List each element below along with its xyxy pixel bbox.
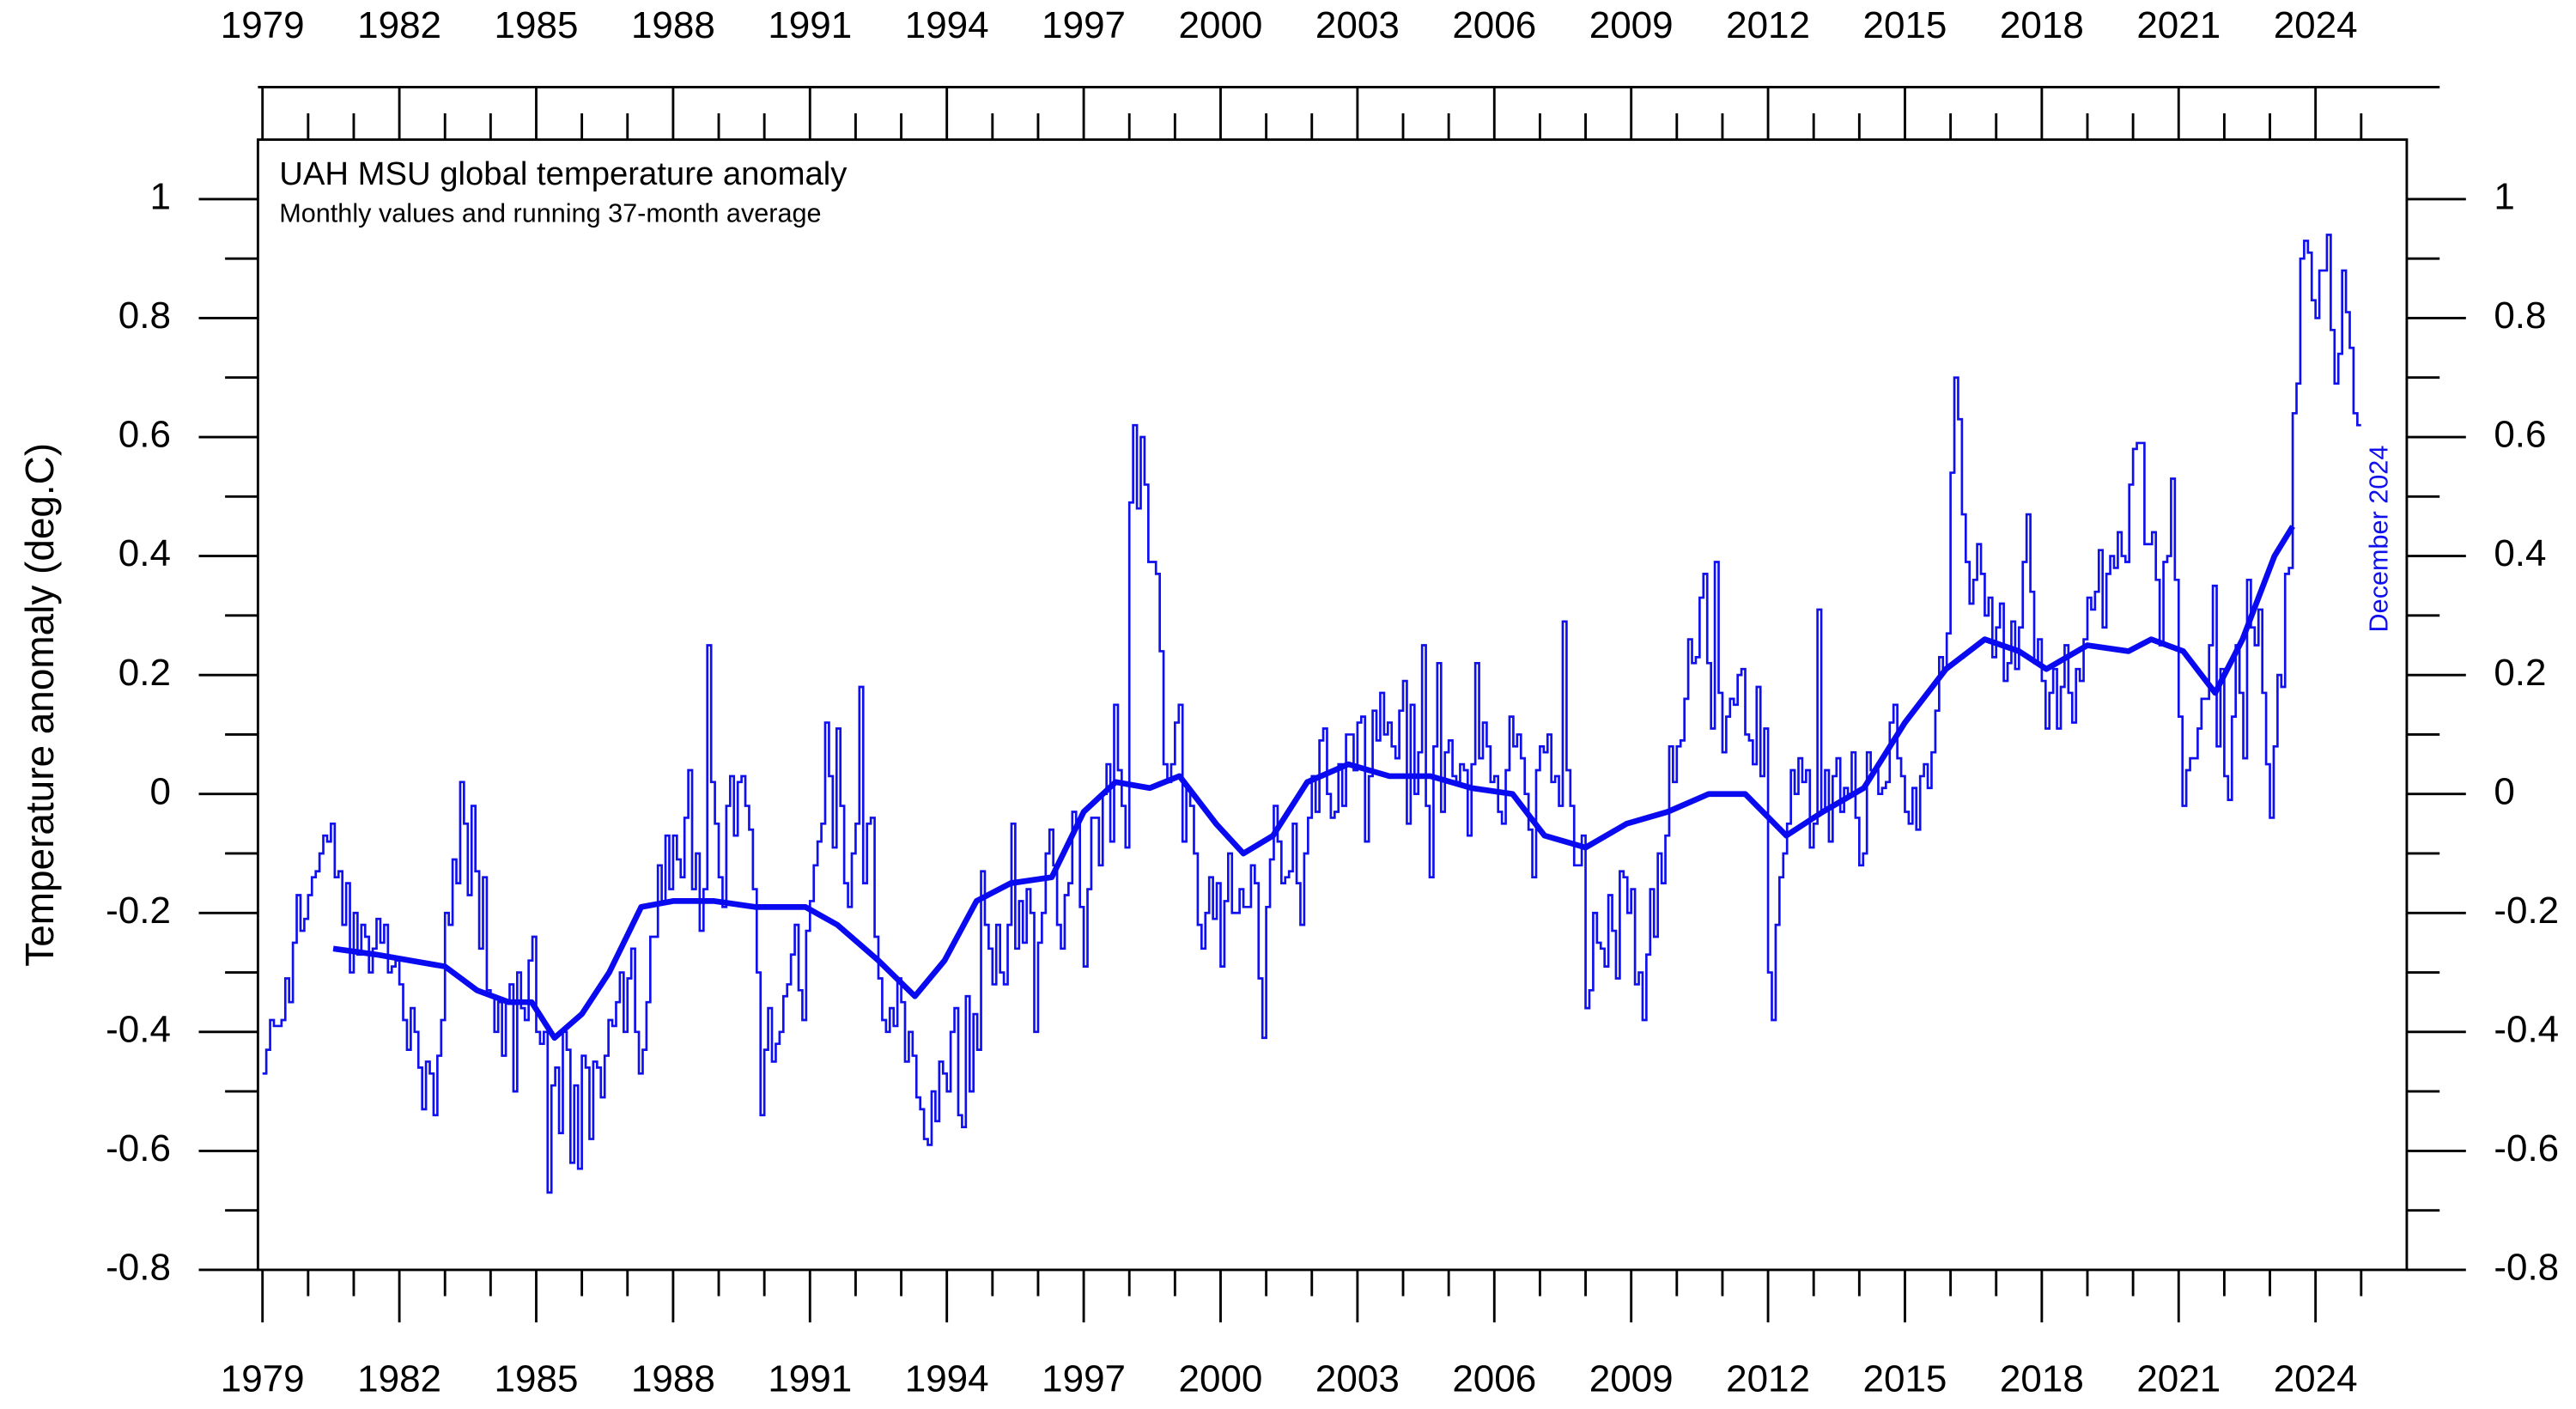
x-tick-label-top: 2015	[1863, 4, 1947, 46]
y-tick-label-right: -0.4	[2494, 1008, 2559, 1050]
x-tick-label-top: 2018	[2000, 4, 2084, 46]
chart-subtitle: Monthly values and running 37-month aver…	[279, 199, 821, 228]
x-tick-label-top: 1988	[631, 4, 715, 46]
y-tick-label-right: 1	[2494, 176, 2514, 218]
x-tick-label: 1991	[768, 1358, 852, 1400]
x-tick-label: 2006	[1452, 1358, 1536, 1400]
x-tick-label-top: 1979	[221, 4, 305, 46]
y-tick-label: -0.8	[106, 1247, 171, 1289]
x-tick-label-top: 2021	[2136, 4, 2221, 46]
x-tick-label: 2003	[1315, 1358, 1400, 1400]
x-tick-label-top: 2000	[1179, 4, 1263, 46]
x-tick-label: 1997	[1042, 1358, 1126, 1400]
x-tick-label-top: 2012	[1726, 4, 1810, 46]
y-tick-label: 0.8	[118, 295, 171, 337]
y-tick-label: -0.6	[106, 1127, 171, 1169]
y-tick-label-right: 0.6	[2494, 414, 2546, 456]
y-tick-label-right: -0.8	[2494, 1247, 2559, 1289]
x-tick-label-top: 1997	[1042, 4, 1126, 46]
plot-frame	[256, 138, 2409, 1272]
x-tick-label: 1988	[631, 1358, 715, 1400]
x-tick-label: 2000	[1179, 1358, 1263, 1400]
y-tick-label: 0.2	[118, 652, 171, 694]
y-tick-label: 0.6	[118, 414, 171, 456]
x-tick-label: 2015	[1863, 1358, 1947, 1400]
x-tick-label-top: 2024	[2274, 4, 2358, 46]
x-tick-label-top: 1991	[768, 4, 852, 46]
chart-title: UAH MSU global temperature anomaly	[279, 155, 848, 192]
y-tick-label: 1	[150, 176, 171, 218]
x-tick-label: 2009	[1589, 1358, 1674, 1400]
y-tick-label-right: -0.2	[2494, 890, 2559, 932]
x-tick-label: 2018	[2000, 1358, 2084, 1400]
annotation: December 2024	[2364, 446, 2393, 633]
monthly-line	[262, 234, 2361, 1194]
x-tick-label: 1979	[221, 1358, 305, 1400]
x-tick-label: 1982	[357, 1358, 441, 1400]
x-tick-label-top: 2009	[1589, 4, 1674, 46]
x-tick-label-top: 2003	[1315, 4, 1400, 46]
x-tick-label: 2012	[1726, 1358, 1810, 1400]
y-tick-label: -0.4	[106, 1008, 171, 1050]
y-tick-label-right: 0.4	[2494, 532, 2546, 574]
x-tick-label-top: 1985	[495, 4, 579, 46]
running-average-line	[332, 525, 2295, 1042]
x-tick-label-top: 1982	[357, 4, 441, 46]
x-tick-label-top: 1994	[905, 4, 989, 46]
y-tick-label: 0	[150, 770, 171, 812]
y-tick-label-right: -0.6	[2494, 1127, 2559, 1169]
y-tick-label: -0.2	[106, 890, 171, 932]
y-axis-label: Temperature anomaly (deg.C)	[17, 443, 62, 967]
y-tick-label-right: 0.2	[2494, 652, 2546, 694]
x-tick-label: 2024	[2274, 1358, 2358, 1400]
y-tick-label-right: 0	[2494, 770, 2514, 812]
x-tick-label: 1985	[495, 1358, 579, 1400]
y-tick-label-right: 0.8	[2494, 295, 2546, 337]
y-tick-label: 0.4	[118, 532, 171, 574]
x-tick-label: 1994	[905, 1358, 989, 1400]
x-tick-label: 2021	[2136, 1358, 2221, 1400]
x-tick-label-top: 2006	[1452, 4, 1536, 46]
